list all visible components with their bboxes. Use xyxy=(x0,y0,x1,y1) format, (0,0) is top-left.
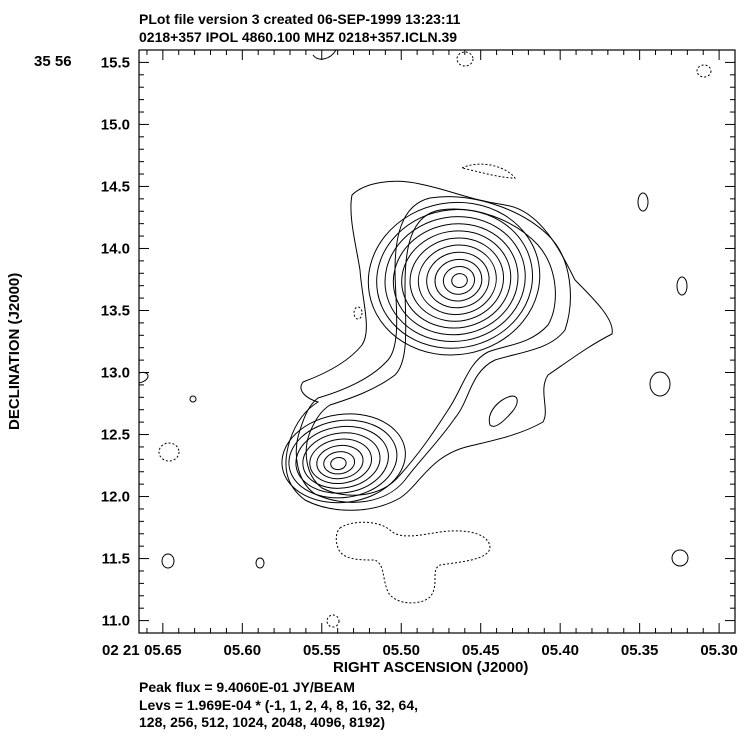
x-tick-label: 05.40 xyxy=(541,642,579,659)
contour-ring xyxy=(281,413,406,504)
noise-contour-5 xyxy=(161,553,175,569)
x-tick-label: 05.55 xyxy=(303,642,341,659)
y-tick-labels: 15.5 15.0 14.5 14.0 13.5 13.0 12.5 12.0 11.5 11.0 xyxy=(101,54,130,629)
source-a-contours xyxy=(367,201,541,356)
y-tick-label: 12.5 xyxy=(101,427,130,444)
y-tick-label: 13.5 xyxy=(101,302,130,319)
noise-contour-3 xyxy=(649,371,671,397)
negative-contour-top xyxy=(456,51,474,67)
noise-contour-2 xyxy=(676,276,688,296)
y-tick-label: 14.0 xyxy=(101,240,130,257)
negative-contour-south xyxy=(335,521,491,604)
x-tick-label: 05.50 xyxy=(382,642,420,659)
peak-flux-text: Peak flux = 9.4060E-01 JY/BEAM xyxy=(139,679,355,695)
contour-ring xyxy=(451,273,468,288)
noise-contour-4 xyxy=(671,549,689,567)
contour-ring xyxy=(288,419,398,499)
negative-contour-left xyxy=(158,442,180,462)
contour-island xyxy=(488,395,518,427)
contour-ring xyxy=(367,201,541,356)
contour-ring xyxy=(401,230,512,329)
x-tick-label: 05.45 xyxy=(462,642,500,659)
contour-ring xyxy=(316,444,364,480)
negative-contour-north xyxy=(460,163,517,179)
x-tick-label: 05.60 xyxy=(224,642,262,659)
header-line-1: PLot file version 3 created 06-SEP-1999 … xyxy=(139,11,461,27)
x-tick-labels: 05.65 05.60 05.55 05.50 05.45 05.40 05.35 05.30 xyxy=(144,642,738,659)
contour-ring xyxy=(417,244,497,316)
negative-contour-topright xyxy=(696,64,712,78)
tick-marks xyxy=(139,50,736,633)
y-tick-label: 13.0 xyxy=(101,365,130,382)
negative-contour-bottom xyxy=(326,614,340,628)
levels-text: Levs = 1.969E-04 * (-1, 1, 2, 4, 8, 16, … xyxy=(139,697,418,713)
contour-ring xyxy=(384,216,526,343)
noise-contour-leftedge xyxy=(138,371,149,384)
contour-ring xyxy=(376,209,534,349)
contour-ring xyxy=(409,237,505,322)
noise-contour-6 xyxy=(255,557,265,569)
contour-ring xyxy=(426,251,490,309)
y-tick-label: 14.5 xyxy=(101,178,130,195)
x-tick-label: 05.30 xyxy=(700,642,738,659)
y-tick-label: 12.0 xyxy=(101,489,130,506)
x-coordinate-prefix: 02 21 xyxy=(102,642,140,659)
y-coordinate-prefix: 35 56 xyxy=(34,53,72,70)
x-tick-label: 05.65 xyxy=(144,642,182,659)
contour-bridge-3 xyxy=(305,208,556,496)
contour-ring xyxy=(323,451,356,475)
contour-ring xyxy=(302,432,381,489)
y-tick-label: 15.0 xyxy=(101,116,130,133)
contour-ring xyxy=(442,265,476,295)
contours xyxy=(138,49,712,628)
noise-contour-top xyxy=(312,49,337,60)
negative-contour-mid xyxy=(353,306,363,320)
y-tick-label: 15.5 xyxy=(101,54,130,71)
contour-ring xyxy=(330,457,347,471)
noise-contour-1 xyxy=(637,192,649,212)
contour-bridge-2 xyxy=(295,196,571,503)
noise-contour-7 xyxy=(189,395,197,403)
y-tick-label: 11.5 xyxy=(102,551,130,568)
levels-text-continued: 128, 256, 512, 1024, 2048, 4096, 8192) xyxy=(139,714,385,730)
contour-ring xyxy=(392,223,519,336)
plot-frame xyxy=(138,49,736,634)
source-b-contours xyxy=(281,413,406,504)
contour-ring xyxy=(295,425,389,494)
x-axis-label: RIGHT ASCENSION (J2000) xyxy=(333,659,528,676)
contour-ring xyxy=(434,258,483,302)
contour-ring xyxy=(309,438,373,485)
y-axis-label: DECLINATION (J2000) xyxy=(6,273,23,430)
contour-outer-main xyxy=(285,180,613,511)
header-line-2: 0218+357 IPOL 4860.100 MHZ 0218+357.ICLN… xyxy=(139,29,457,45)
y-tick-label: 11.0 xyxy=(102,613,130,630)
x-tick-label: 05.35 xyxy=(621,642,659,659)
